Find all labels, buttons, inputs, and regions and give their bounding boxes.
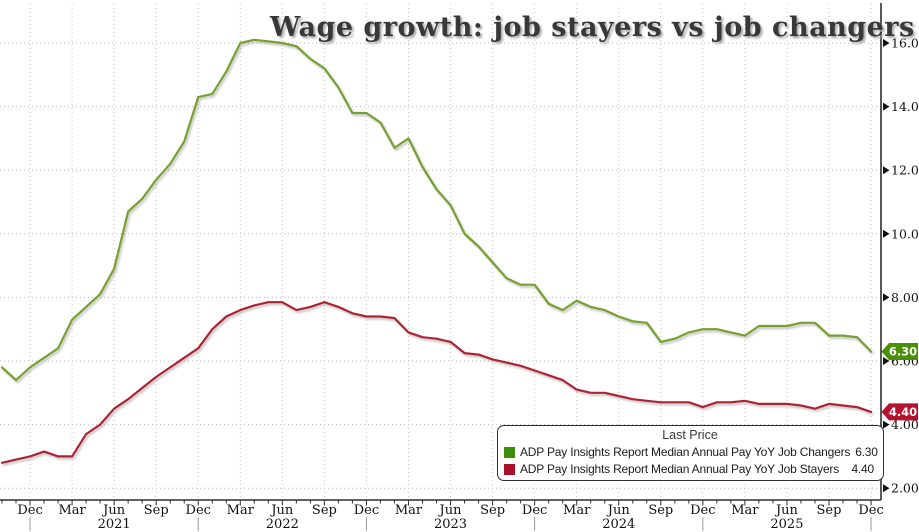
svg-text:4.40: 4.40 xyxy=(889,405,917,419)
svg-text:2021: 2021 xyxy=(98,517,131,532)
svg-text:Mar: Mar xyxy=(227,503,255,518)
legend-swatch-job-stayers-icon xyxy=(504,463,515,475)
svg-text:2.00: 2.00 xyxy=(891,481,919,496)
svg-text:Mar: Mar xyxy=(58,503,86,518)
chart-title: Wage growth: job stayers vs job changers xyxy=(270,12,915,43)
legend-value-job-stayers: 4.40 xyxy=(851,462,874,476)
svg-text:2024: 2024 xyxy=(602,517,635,532)
svg-text:Jun: Jun xyxy=(438,503,463,518)
svg-text:Dec: Dec xyxy=(354,503,379,518)
svg-text:Dec: Dec xyxy=(858,503,883,518)
svg-text:2022: 2022 xyxy=(266,517,299,532)
legend: Last Price ADP Pay Insights Report Media… xyxy=(497,425,884,481)
svg-text:Mar: Mar xyxy=(731,503,759,518)
svg-text:Jun: Jun xyxy=(101,503,126,518)
legend-label-job-stayers: ADP Pay Insights Report Median Annual Pa… xyxy=(520,462,840,476)
svg-text:6.30: 6.30 xyxy=(889,344,917,358)
gridlines xyxy=(0,4,881,500)
svg-text:Sep: Sep xyxy=(312,503,337,518)
svg-text:Sep: Sep xyxy=(480,503,505,518)
svg-text:10.00: 10.00 xyxy=(891,226,919,241)
legend-swatch-job-changers-icon xyxy=(504,446,515,458)
legend-value-job-changers: 6.30 xyxy=(855,445,878,459)
last-price-badges: 6.30 4.40 xyxy=(881,342,918,421)
legend-row-job-changers: ADP Pay Insights Report Median Annual Pa… xyxy=(504,445,878,459)
svg-text:Sep: Sep xyxy=(648,503,673,518)
svg-text:2023: 2023 xyxy=(434,517,467,532)
svg-text:12.00: 12.00 xyxy=(891,163,919,178)
legend-label-job-changers: ADP Pay Insights Report Median Annual Pa… xyxy=(520,445,851,459)
legend-row-job-stayers: ADP Pay Insights Report Median Annual Pa… xyxy=(504,462,876,476)
series-lines xyxy=(0,38,873,464)
svg-text:16.00: 16.00 xyxy=(891,36,919,51)
svg-text:Jun: Jun xyxy=(269,503,294,518)
svg-text:4.00: 4.00 xyxy=(891,417,919,432)
svg-text:Sep: Sep xyxy=(817,503,842,518)
svg-text:Jun: Jun xyxy=(774,503,799,518)
svg-text:Mar: Mar xyxy=(395,503,423,518)
svg-text:Dec: Dec xyxy=(522,503,547,518)
svg-text:Mar: Mar xyxy=(563,503,591,518)
svg-text:8.00: 8.00 xyxy=(891,290,919,305)
svg-text:Dec: Dec xyxy=(17,503,42,518)
svg-text:2025: 2025 xyxy=(770,517,803,532)
legend-title: Last Price xyxy=(662,428,718,442)
svg-text:Dec: Dec xyxy=(186,503,211,518)
svg-text:Jun: Jun xyxy=(606,503,631,518)
axes xyxy=(0,3,882,506)
svg-text:Sep: Sep xyxy=(144,503,169,518)
svg-text:Dec: Dec xyxy=(690,503,715,518)
svg-text:14.00: 14.00 xyxy=(891,99,919,114)
